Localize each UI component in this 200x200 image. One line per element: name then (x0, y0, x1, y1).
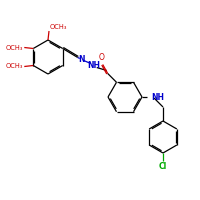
Text: NH: NH (87, 61, 100, 70)
Text: O: O (99, 52, 105, 62)
Text: N: N (78, 55, 85, 64)
Text: OCH₃: OCH₃ (50, 24, 67, 30)
Text: NH: NH (151, 92, 164, 102)
Text: OCH₃: OCH₃ (6, 45, 23, 50)
Text: OCH₃: OCH₃ (6, 64, 23, 70)
Text: Cl: Cl (159, 162, 167, 171)
